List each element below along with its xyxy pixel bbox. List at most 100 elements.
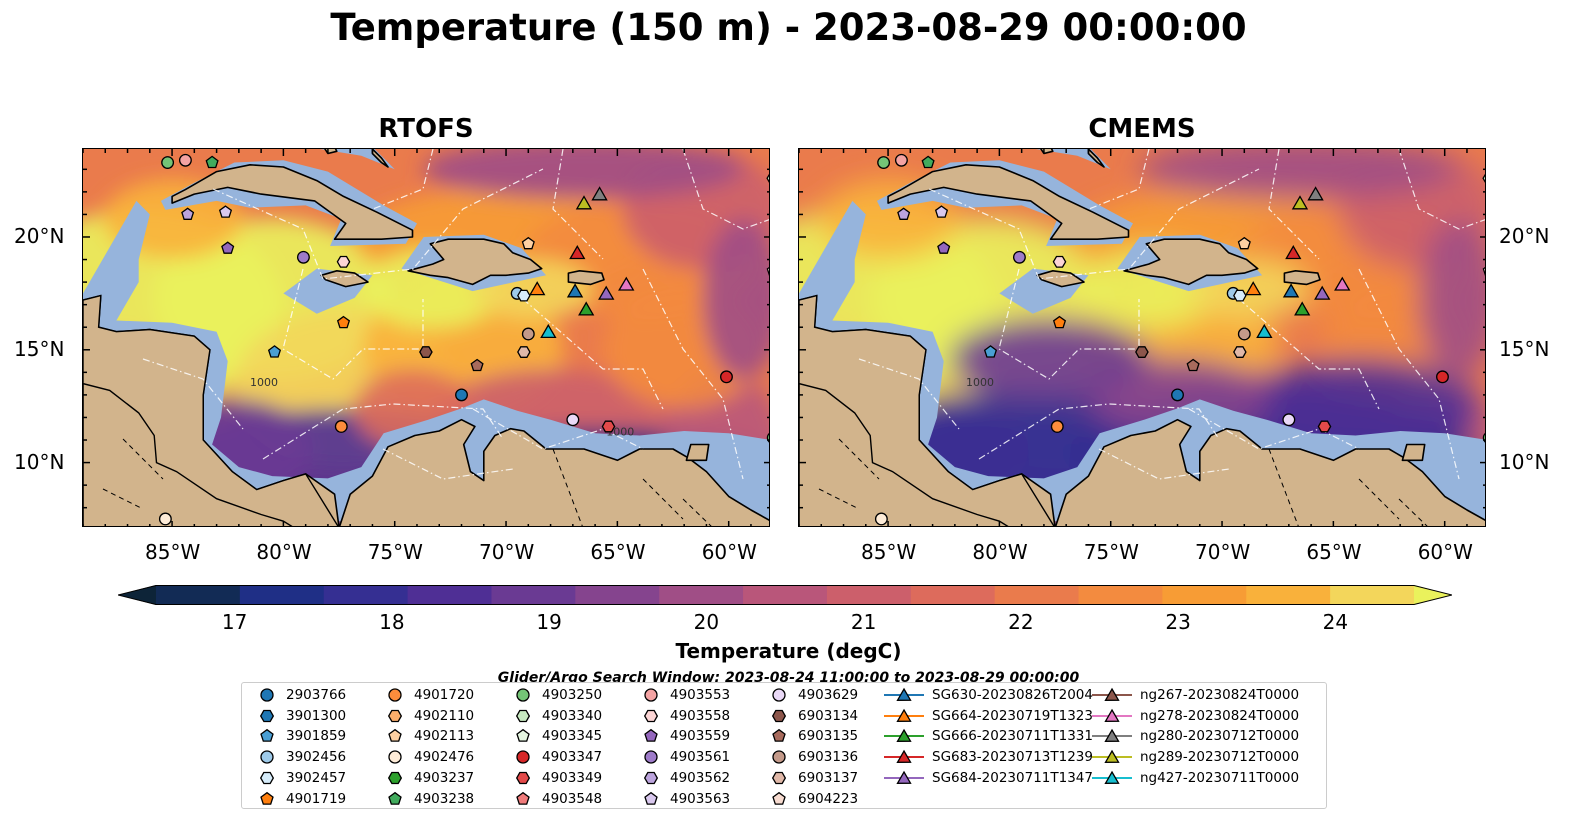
triangle-marker-icon [1092,729,1132,743]
triangle-marker [1104,770,1120,784]
hexagon-marker-icon [259,771,275,784]
hexagon-marker-icon [515,771,531,784]
colorbar-svg [117,585,1453,605]
observation-marker [1282,413,1296,427]
observation-marker [578,301,595,316]
legend-label: 4903250 [542,687,603,703]
legend-entry: 4903548 [512,789,602,809]
observation-marker [336,315,351,329]
circle-marker [260,750,274,764]
cmems-map[interactable]: 1000 [798,148,1486,527]
legend-label: SG666-20230711T1331 [932,728,1093,745]
observation-marker [178,153,192,167]
observation-marker [1334,276,1351,291]
observation-marker [874,512,888,526]
pentagon-marker-icon [644,791,658,805]
observation-marker [517,346,531,358]
legend-entry: 6903135 [768,726,858,746]
x-tick-label: 70°W [479,540,535,564]
colorbar-tick-label: 17 [221,610,248,634]
legend-entry: ng278-20230824T0000 [1092,706,1299,726]
triangle-marker-icon [884,749,924,764]
triangle-marker [1104,729,1120,743]
observation-marker [221,241,235,254]
circle-marker-icon [260,688,274,702]
observation-marker [1233,289,1247,302]
circle-marker-icon [260,750,274,764]
legend-label: 4902110 [414,707,475,724]
hexagon-marker-icon [387,771,403,784]
pentagon-marker-icon [388,729,402,743]
observation-marker [529,281,546,296]
colorbar-bin [1078,585,1163,605]
observation-marker [1314,285,1331,300]
observation-marker [591,186,608,201]
colorbar-tick-label: 18 [379,610,405,634]
legend-entry: 6903136 [768,747,858,767]
legend-label: 4903553 [670,687,731,703]
legend-entry: 4903629 [768,685,858,705]
legend-label: SG683-20230713T1239 [932,749,1093,766]
legend-entry: 4903349 [512,768,602,788]
colorbar-bin [491,585,576,605]
legend-entry: 4903237 [384,768,474,788]
triangle-marker [896,687,912,701]
legend-entry: 4903345 [512,726,602,746]
observation-marker [419,346,433,358]
observation-marker [1012,250,1026,264]
legend-entry: 6904223 [768,789,858,809]
pentagon-marker-icon [772,791,786,805]
legend-label: 4901719 [286,790,347,807]
observation-marker [566,413,580,427]
observation-marker [601,420,616,433]
colorbar-bin [575,585,660,605]
circle-marker [644,750,658,764]
legend-label: 4903349 [542,769,603,786]
legend-entry: 4903563 [640,789,730,809]
triangle-marker [1104,687,1120,701]
triangle-marker [896,708,912,722]
pentagon-marker-icon [388,791,402,805]
colorbar-bin [659,585,744,605]
legend-label: 2903766 [286,687,347,703]
legend-label: 6904223 [798,790,859,807]
colorbar-bin [994,585,1080,605]
legend-entry: SG684-20230711T1347 [884,768,1093,788]
triangle-marker [1104,749,1120,764]
observation-marker [296,250,310,264]
observation-marker [1237,327,1251,341]
colorbar-tick-label: 20 [693,610,720,634]
pentagon-marker [772,791,786,805]
search-window-caption: Glider/Argo Search Window: 2023-08-24 11… [497,670,1080,684]
hexagon-marker [515,771,531,784]
circle-marker [516,750,530,764]
triangle-marker-icon [884,708,924,722]
legend-label: 6903137 [798,769,859,786]
triangle-marker [896,770,912,784]
x-tick-label: 65°W [590,540,646,564]
legend-label: ng267-20230824T0000 [1140,687,1300,703]
circle-marker [516,688,530,702]
circle-marker-icon [516,750,530,764]
hexagon-marker [259,771,275,784]
observation-marker [1285,244,1302,260]
legend-label: 4903237 [414,769,475,786]
hexagon-marker [387,709,403,722]
rtofs-map[interactable]: 1000 1000 [82,148,770,527]
legend-entry: 4901720 [384,685,474,705]
legend-label: 4903561 [670,749,731,766]
legend-entry: ng289-20230712T0000 [1092,747,1299,767]
observation-marker [1245,281,1262,296]
legend-label: 4903340 [542,707,603,724]
legend-entry: 4903238 [384,789,474,809]
contour-label-1000: 1000 [966,376,994,389]
legend-entry: 3901859 [256,726,346,746]
observation-marker [921,155,935,169]
triangle-marker-icon [884,687,924,701]
triangle-marker-icon [1092,770,1132,784]
colorbar-tick-label: 23 [1165,610,1191,634]
observation-marker [1052,255,1067,268]
circle-marker [388,688,402,702]
circle-marker [260,688,274,702]
